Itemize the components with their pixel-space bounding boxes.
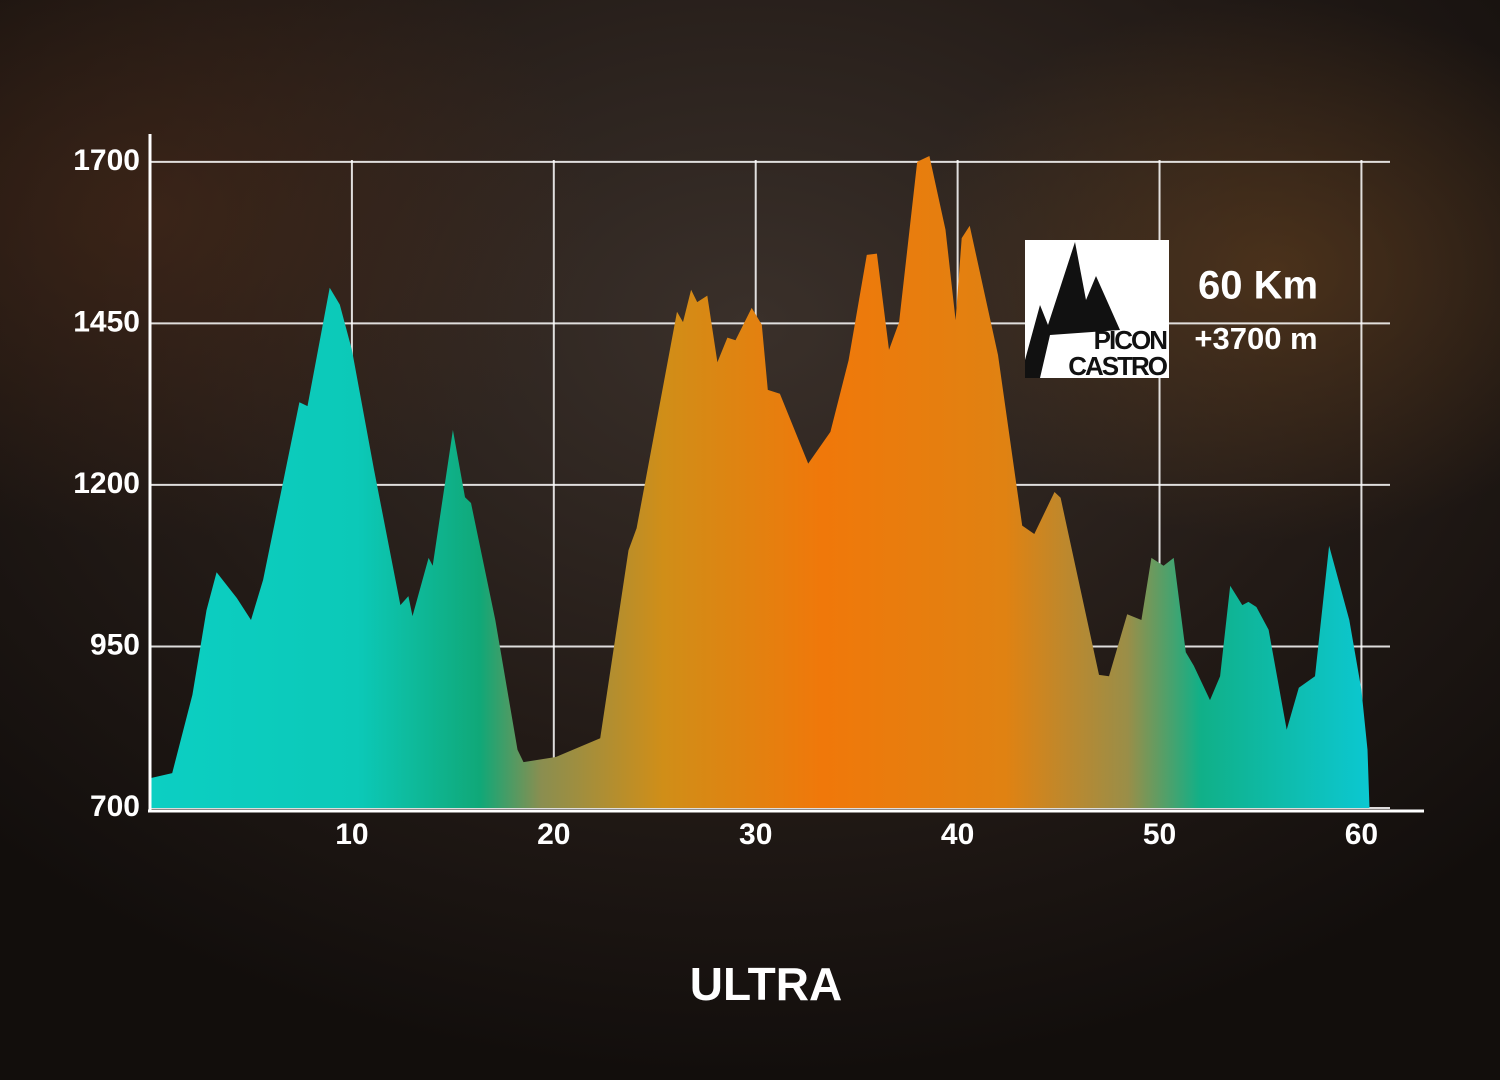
y-tick-label: 1450 [73, 305, 140, 338]
elevation-area [150, 156, 1370, 808]
distance-label: 60 Km [1198, 264, 1318, 308]
plot [150, 156, 1370, 808]
x-tick-label: 10 [335, 818, 368, 851]
logo-text: PICON [1094, 325, 1168, 355]
y-tick-label: 1200 [73, 467, 140, 500]
elevation-gain-label: +3700 m [1194, 321, 1317, 356]
x-tick-label: 20 [537, 818, 570, 851]
ticks: 700 950 1200 1450 1700 10 20 30 40 50 60 [73, 144, 1378, 851]
logo: PICON CASTRO [1025, 240, 1170, 381]
chart-title: ULTRA [690, 958, 842, 1010]
y-tick-label: 1700 [73, 144, 140, 177]
x-tick-label: 40 [941, 818, 974, 851]
logo-mountain [1025, 242, 1120, 378]
x-tick-label: 60 [1345, 818, 1378, 851]
y-tick-label: 700 [90, 790, 140, 823]
logo-text: CASTRO [1068, 351, 1168, 381]
x-tick-label: 30 [739, 818, 772, 851]
y-tick-label: 950 [90, 628, 140, 661]
x-tick-label: 50 [1143, 818, 1176, 851]
